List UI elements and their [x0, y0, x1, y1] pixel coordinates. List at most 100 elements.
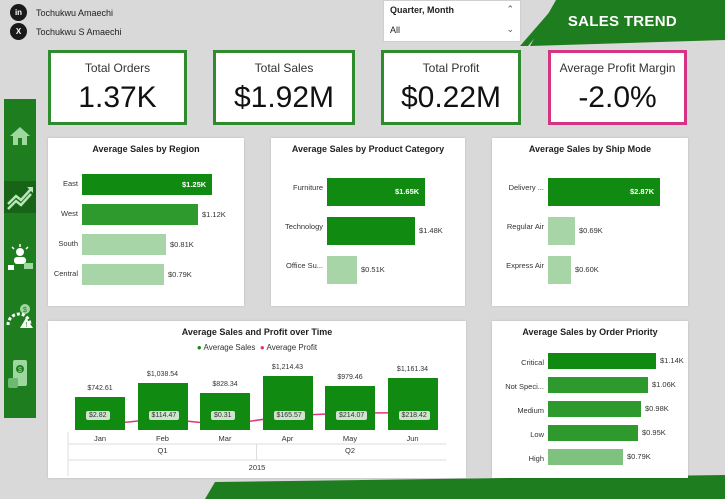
bar-value-label: $0.69K	[579, 226, 603, 235]
chevron-up-icon[interactable]: ⌃	[506, 4, 514, 14]
social-linkedin[interactable]: in Tochukwu Amaechi	[10, 4, 113, 21]
bar-category-label: Medium	[517, 406, 544, 415]
profit-value-label: $165.57	[273, 411, 305, 420]
chevron-down-icon[interactable]: ⌄	[506, 24, 514, 34]
chart-sales-by-ship-mode[interactable]: Average Sales by Ship Mode Delivery ... $…	[492, 138, 688, 306]
kpi-value: $0.22M	[400, 81, 502, 114]
nav-customer[interactable]	[4, 241, 36, 275]
bar-value-label: $2.87K	[630, 187, 655, 196]
bar-value-label: $0.98K	[645, 404, 669, 413]
chart-title: Average Sales by Product Category	[291, 144, 445, 154]
chart-sales-by-order-priority[interactable]: Average Sales by Order Priority Critical…	[492, 321, 688, 478]
profit-value-label: $2.82	[86, 411, 110, 420]
sales-value-label: $742.61	[87, 385, 113, 392]
bar-value-label: $0.95K	[642, 428, 666, 437]
x-tick-year: 2015	[248, 463, 266, 472]
x-tick-month: May	[342, 434, 358, 443]
sales-bar	[262, 376, 313, 430]
chart-sales-by-region[interactable]: Average Sales by Region East $1.25K West $1…	[48, 138, 244, 306]
bar-value-label: $0.81K	[170, 239, 194, 249]
linkedin-name: Tochukwu Amaechi	[36, 7, 114, 18]
bar-category-label: Furniture	[292, 183, 323, 192]
svg-text:!: !	[26, 322, 28, 329]
bar-category-label: Low	[530, 430, 544, 439]
bar-category-label: West	[61, 209, 78, 218]
sales-bar	[387, 378, 438, 430]
bar-value-label: $1.14K	[660, 356, 684, 365]
bar	[327, 217, 415, 245]
sales-bar	[325, 386, 375, 430]
sales-value-label: $828.34	[212, 381, 238, 388]
x-tick-month: Jan	[93, 434, 107, 443]
bar-value-label: $1.12K	[202, 209, 226, 219]
chart-sales-profit-over-time[interactable]: Average Sales and Profit over Time ● Ave…	[48, 321, 466, 478]
quarter-month-slicer[interactable]: Quarter, Month ⌃ All ⌄	[383, 0, 521, 42]
bar-category-label: Regular Air	[506, 222, 544, 231]
bar	[548, 178, 660, 206]
nav-gauge[interactable]: $ !	[4, 299, 36, 331]
bar-value-label: $1.48K	[419, 226, 443, 235]
bar	[548, 217, 575, 245]
kpi-title: Average Profit Margin	[559, 61, 676, 75]
legend-profit: Average Profit	[266, 343, 318, 352]
bar	[548, 425, 638, 441]
chart-title: Average Sales by Region	[92, 144, 200, 154]
profit-value-label: $0.31	[211, 411, 235, 420]
bar-category-label: Critical	[521, 358, 544, 367]
linkedin-icon: in	[10, 4, 27, 21]
bar-category-label: Central	[53, 269, 78, 278]
profit-value-label: $114.47	[148, 411, 180, 420]
legend-dot-sales: ●	[196, 343, 202, 352]
kpi-value: 1.37K	[78, 81, 157, 114]
chart-legend: ● Average Sales ● Average Profit	[48, 343, 466, 352]
customer-icon	[8, 244, 33, 270]
kpi-value: $1.92M	[233, 81, 335, 114]
profit-value-label: $218.42	[398, 411, 430, 420]
x-tick-month: Apr	[281, 434, 294, 443]
social-x[interactable]: X Tochukwu S Amaechi	[10, 23, 122, 40]
bar	[548, 256, 571, 284]
bar-value-label: $0.79K	[168, 269, 192, 279]
bar	[82, 264, 164, 285]
nav-trend[interactable]	[4, 181, 36, 213]
slicer-value[interactable]: All	[390, 25, 401, 35]
kpi-total-sales: Total Sales $1.92M	[213, 50, 355, 125]
chart-sales-by-category[interactable]: Average Sales by Product Category Furnit…	[271, 138, 465, 306]
bar-category-label: Delivery ...	[508, 183, 544, 192]
bar	[548, 353, 656, 369]
sales-bar	[137, 383, 188, 430]
x-name: Tochukwu S Amaechi	[36, 26, 122, 37]
bar-category-label: East	[62, 179, 78, 188]
bar-value-label: $1.06K	[652, 380, 676, 389]
bar-value-label: $0.79K	[627, 452, 651, 461]
bar-value-label: $1.25K	[182, 179, 207, 189]
bar	[327, 178, 425, 206]
money-icon: $	[8, 360, 27, 388]
bar	[548, 377, 648, 393]
x-tick-month: Jun	[406, 434, 419, 443]
bar-value-label: $0.60K	[575, 265, 599, 274]
x-icon: X	[10, 23, 27, 40]
chart-title: Average Sales and Profit over Time	[181, 327, 333, 337]
x-tick-quarter: Q1	[157, 446, 168, 455]
bar	[548, 449, 623, 465]
bar-category-label: Office Su...	[286, 261, 323, 270]
bar-category-label: High	[528, 454, 544, 463]
bar-category-label: Technology	[285, 222, 323, 231]
kpi-title: Total Profit	[422, 61, 480, 75]
bar-value-label: $0.51K	[361, 265, 385, 274]
x-tick-month: Feb	[156, 434, 169, 443]
nav-money[interactable]: $	[4, 357, 36, 393]
svg-text:$: $	[23, 307, 27, 314]
nav-home[interactable]	[4, 121, 36, 151]
bar-category-label: Express Air	[506, 261, 544, 270]
bar	[548, 401, 641, 417]
bar	[82, 204, 198, 225]
kpi-total-orders: Total Orders 1.37K	[48, 50, 187, 125]
chart-title: Average Sales by Order Priority	[522, 327, 658, 337]
slicer-label: Quarter, Month	[390, 5, 455, 15]
sales-value-label: $1,038.54	[146, 371, 179, 378]
sales-value-label: $979.46	[337, 374, 363, 381]
chart-title: Average Sales by Ship Mode	[528, 144, 652, 154]
kpi-title: Total Orders	[84, 61, 151, 75]
